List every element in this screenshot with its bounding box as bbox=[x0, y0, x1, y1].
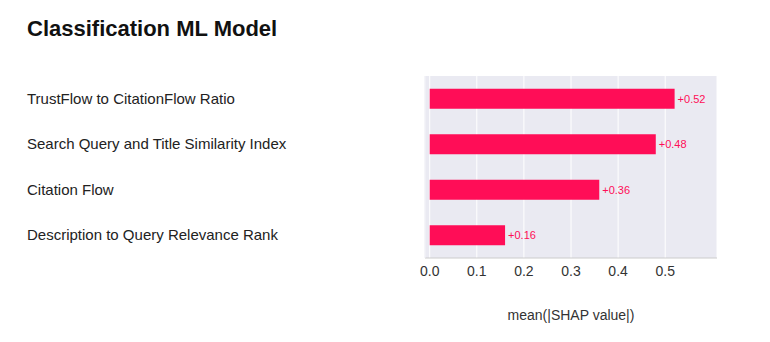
svg-text:+0.36: +0.36 bbox=[602, 184, 630, 196]
svg-text:0.2: 0.2 bbox=[514, 263, 534, 279]
svg-text:0.5: 0.5 bbox=[655, 263, 675, 279]
svg-text:0.1: 0.1 bbox=[467, 263, 487, 279]
svg-text:0.3: 0.3 bbox=[561, 263, 581, 279]
svg-text:+0.48: +0.48 bbox=[659, 138, 687, 150]
svg-text:0.0: 0.0 bbox=[420, 263, 440, 279]
svg-text:Citation Flow: Citation Flow bbox=[27, 181, 114, 198]
svg-text:+0.52: +0.52 bbox=[678, 93, 706, 105]
svg-text:mean(|SHAP value|): mean(|SHAP value|) bbox=[508, 307, 635, 323]
html-text:Classification ML Model: Classification ML Model bbox=[27, 16, 278, 41]
svg-text:Description to Query Relevance: Description to Query Relevance Rank bbox=[27, 226, 278, 243]
svg-text:+0.16: +0.16 bbox=[508, 229, 536, 241]
svg-text:0.4: 0.4 bbox=[608, 263, 628, 279]
svg-text:TrustFlow to CitationFlow Rati: TrustFlow to CitationFlow Ratio bbox=[27, 90, 235, 107]
svg-text:Search Query and Title Similar: Search Query and Title Similarity Index bbox=[27, 135, 287, 152]
